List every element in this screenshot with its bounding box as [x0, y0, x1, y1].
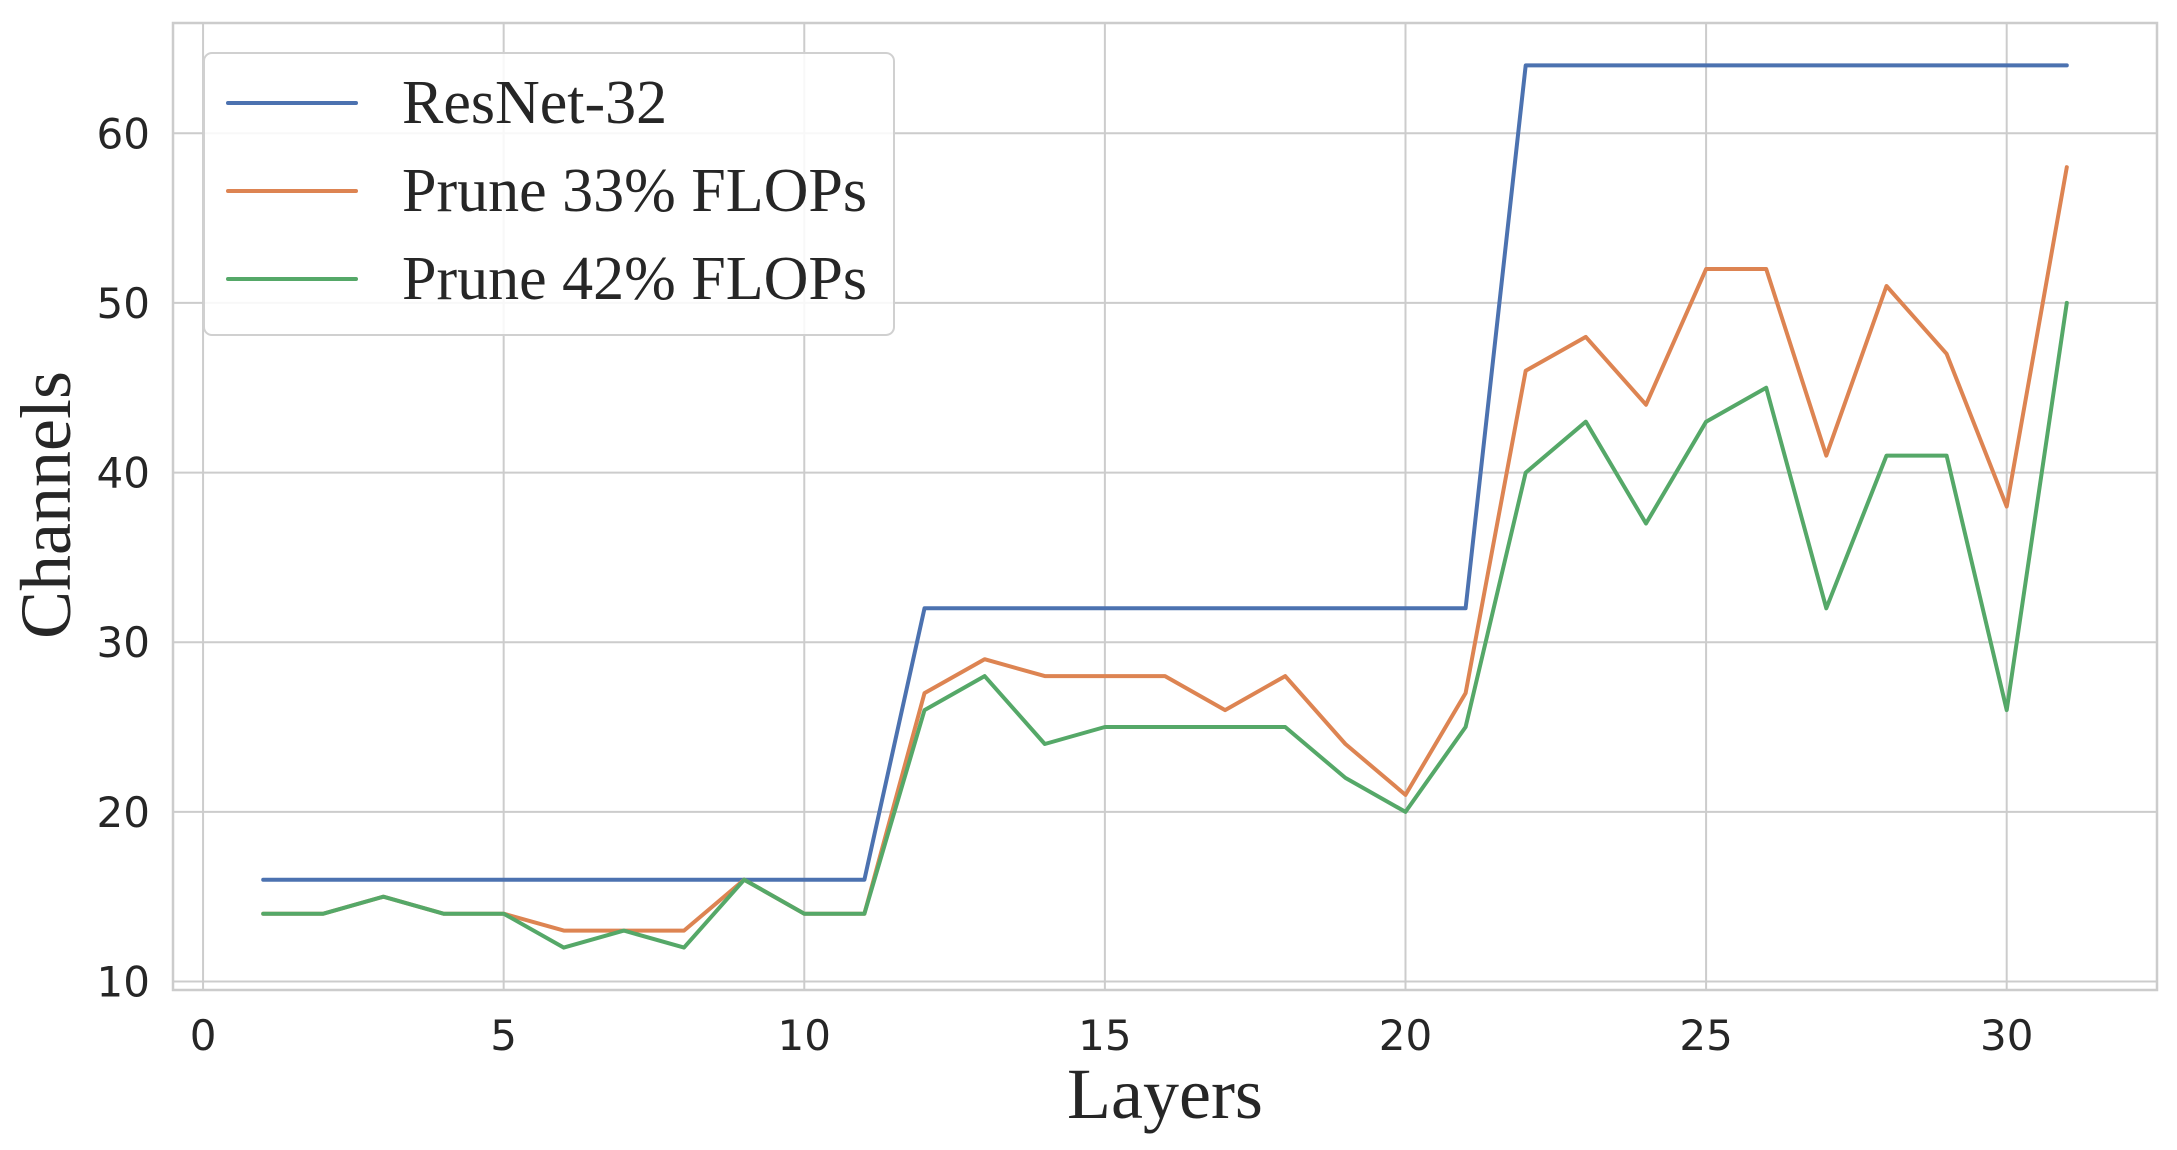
legend-label: ResNet-32	[402, 69, 667, 137]
x-tick-label: 15	[1078, 1011, 1131, 1060]
legend-label: Prune 33% FLOPs	[402, 157, 867, 225]
y-tick-label: 10	[97, 958, 150, 1007]
x-tick-label: 5	[490, 1011, 517, 1060]
y-tick-label: 20	[97, 788, 150, 837]
legend: ResNet-32 Prune 33% FLOPs Prune 42% FLOPs	[203, 52, 895, 336]
series-line-resnet-32	[261, 63, 2069, 882]
y-tick-label: 40	[97, 449, 150, 498]
legend-box	[203, 52, 895, 336]
x-tick-label: 10	[778, 1011, 831, 1060]
y-tick-labels: 10 20 30 40 50 60	[97, 109, 150, 1006]
series-line-prune-42-flops	[261, 300, 2069, 950]
plot-frame	[171, 21, 2159, 992]
x-tick-label: 25	[1679, 1011, 1732, 1060]
legend-label: Prune 42% FLOPs	[402, 245, 867, 313]
x-axis-label: Layers	[1067, 1054, 1263, 1134]
y-tick-label: 50	[97, 279, 150, 328]
x-tick-label: 20	[1379, 1011, 1432, 1060]
x-tick-label: 30	[1980, 1011, 2033, 1060]
series-line-prune-33-flops	[261, 165, 2069, 933]
series-layer	[261, 63, 2069, 950]
x-tick-label: 0	[190, 1011, 217, 1060]
y-tick-label: 30	[97, 618, 150, 667]
y-tick-label: 60	[97, 109, 150, 158]
y-axis-label: Channels	[6, 371, 86, 639]
x-tick-labels: 0 5 10 15 20 25 30	[190, 1011, 2034, 1060]
